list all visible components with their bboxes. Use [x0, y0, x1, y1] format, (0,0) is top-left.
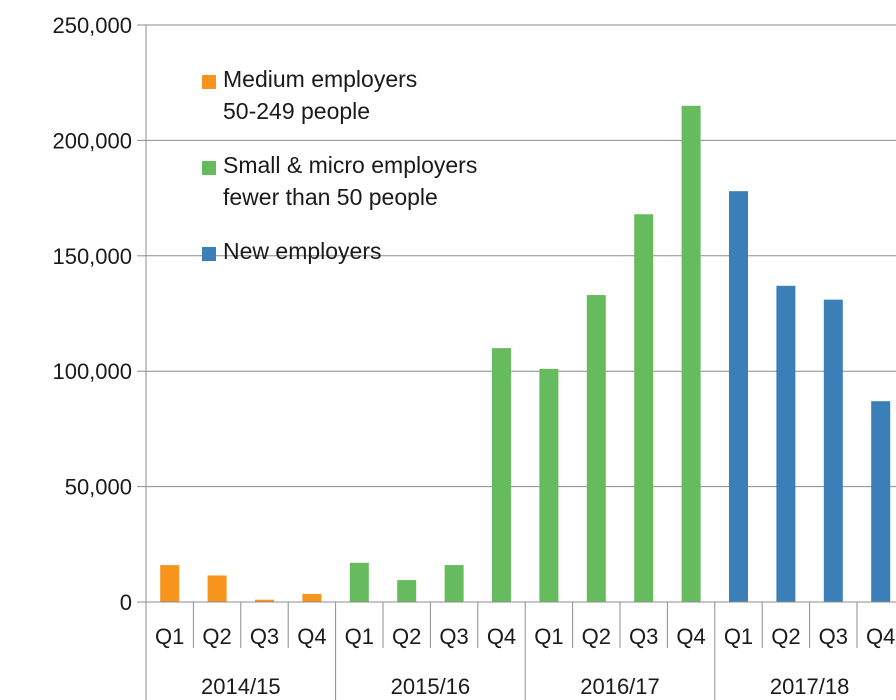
legend-label-line2: fewer than 50 people: [223, 184, 438, 210]
bar: [444, 565, 464, 602]
legend-label: New employers: [223, 238, 382, 264]
year-label: 2016/17: [580, 674, 660, 699]
quarter-label: Q1: [155, 624, 184, 649]
quarter-label: Q3: [629, 624, 658, 649]
legend-swatch: [202, 75, 216, 89]
bars: [160, 105, 891, 603]
bar: [302, 593, 322, 602]
quarter-label: Q2: [582, 624, 611, 649]
legend-swatch: [202, 161, 216, 175]
x-axis: Q1 Q2 Q3 Q4 2014/15 Q1 Q2 Q3 Q4 2015/16 Q1 Q2 Q3 Q4 20…: [145, 601, 896, 700]
bar: [492, 348, 511, 602]
year-label: 2017/18: [770, 674, 850, 699]
bar: [160, 565, 180, 602]
legend-label-line2: 50-249 people: [223, 98, 370, 124]
quarter-label: Q4: [487, 624, 516, 649]
gridlines: [146, 24, 896, 488]
bar: [729, 191, 748, 602]
legend-label: Medium employers: [223, 66, 417, 92]
bar: [823, 299, 843, 602]
y-axis: 0 50,000 100,000 150,000 200,000 250,000: [52, 13, 147, 615]
legend-swatch: [202, 247, 216, 261]
quarter-label: Q3: [819, 624, 848, 649]
bar: [539, 368, 559, 602]
quarter-label: Q2: [771, 624, 800, 649]
quarter-label: Q2: [202, 624, 231, 649]
y-tick-label: 150,000: [52, 244, 132, 269]
legend-label: Small & micro employers: [223, 152, 477, 178]
bar: [255, 599, 274, 602]
quarter-label: Q3: [250, 624, 279, 649]
legend: Medium employers 50-249 people Small & mic…: [202, 66, 477, 264]
quarter-label: Q4: [866, 624, 895, 649]
quarter-label: Q1: [724, 624, 753, 649]
bar: [397, 580, 417, 602]
y-tick-label: 200,000: [52, 128, 132, 153]
y-tick-label: 250,000: [52, 13, 132, 38]
y-tick-label: 100,000: [52, 359, 132, 384]
quarter-label: Q4: [676, 624, 705, 649]
bar: [207, 575, 227, 602]
bar: [349, 562, 369, 602]
bar: [586, 295, 606, 602]
year-label: 2015/16: [391, 674, 471, 699]
quarter-label: Q1: [534, 624, 563, 649]
quarter-label: Q3: [439, 624, 468, 649]
quarter-label: Q2: [392, 624, 421, 649]
year-label: 2014/15: [201, 674, 281, 699]
y-tick-label: 0: [120, 590, 132, 615]
bar: [681, 105, 701, 602]
quarter-label: Q1: [345, 624, 374, 649]
y-tick-label: 50,000: [65, 475, 132, 500]
bar: [634, 214, 654, 603]
quarter-label: Q4: [297, 624, 326, 649]
bar: [776, 285, 796, 602]
bar: [871, 401, 891, 602]
